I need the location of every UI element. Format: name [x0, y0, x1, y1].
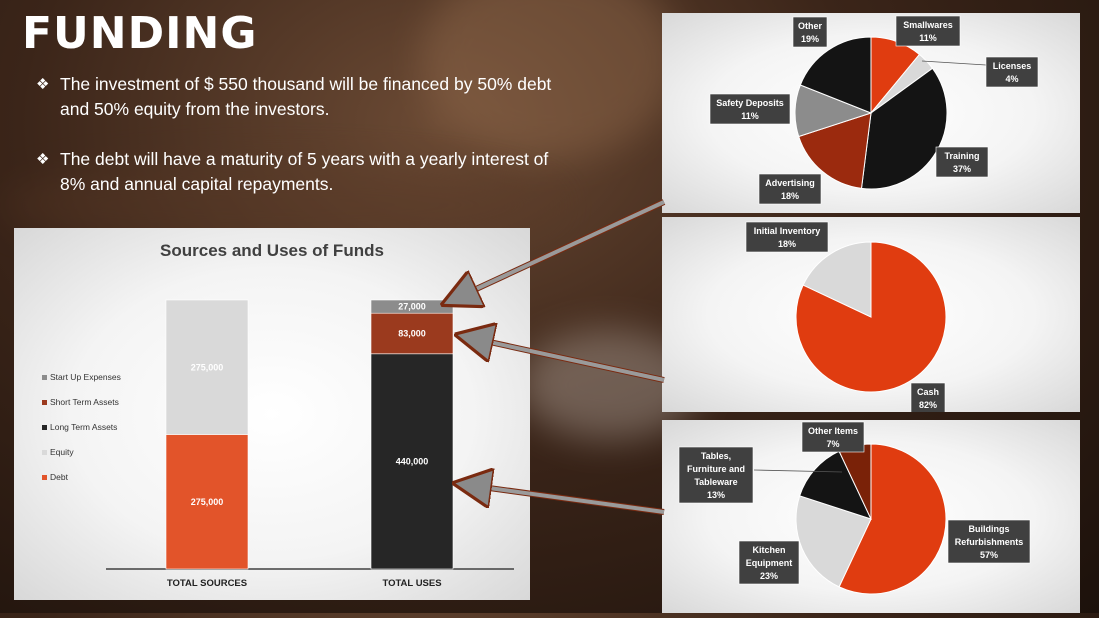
- short-term-assets-pie-panel: Cash 82% Initial Inventory 18%: [662, 217, 1080, 414]
- slide-title: FUNDING: [22, 8, 258, 59]
- pie-percent-kitchen-equipment: 23%: [760, 571, 778, 581]
- pie-label-initial-inventory: Initial Inventory: [754, 226, 821, 236]
- startup-expenses-pie: Smallwares 11% Licenses 4% Training 37% Advert…: [709, 15, 1039, 205]
- legend-swatch-start-up-expenses: [42, 375, 47, 380]
- data-label-start-up-expenses: 27,000: [398, 302, 426, 312]
- data-label-equity: 275,000: [191, 362, 224, 372]
- pie-percent-smallwares: 11%: [919, 33, 937, 43]
- data-callout-box: [709, 93, 791, 125]
- pie-label-other-items: Other Items: [808, 426, 858, 436]
- data-label-short-term-assets: 83,000: [398, 329, 426, 339]
- pie-percent-training: 37%: [953, 164, 971, 174]
- pie-label-tables-furniture-and-tableware: Tables,: [701, 451, 731, 461]
- legend-label-equity: Equity: [50, 447, 74, 457]
- long-term-assets-pie: Buildings Refurbishments 57% Kitchen Equipme…: [678, 421, 1031, 595]
- chart-title: Sources and Uses of Funds: [160, 241, 384, 260]
- bar-equity: [165, 299, 249, 435]
- pie-label-buildings-refurbishments: Refurbishments: [955, 537, 1024, 547]
- data-label-long-term-assets: 440,000: [396, 456, 429, 466]
- bullet-text: The investment of $ 550 thousand will be…: [60, 74, 552, 119]
- pie-percent-cash: 82%: [919, 400, 937, 410]
- legend-label-debt: Debt: [50, 472, 69, 482]
- data-callout-box: [947, 519, 1031, 564]
- data-callout-box: [910, 382, 946, 414]
- pie-percent-initial-inventory: 18%: [778, 239, 796, 249]
- pie-label-safety-deposits: Safety Deposits: [716, 98, 784, 108]
- diamond-bullet-icon: ❖: [36, 76, 50, 93]
- pie-label-advertising: Advertising: [765, 178, 815, 188]
- legend-swatch-short-term-assets: [42, 400, 47, 405]
- bar-short-term-assets: [370, 312, 454, 355]
- pie-percent-safety-deposits: 11%: [741, 111, 759, 121]
- pie-slice-advertising: [798, 112, 872, 189]
- startup-expenses-pie-panel: Smallwares 11% Licenses 4% Training 37% Advert…: [662, 13, 1080, 213]
- data-callout-box: [738, 540, 800, 585]
- pie-label-cash: Cash: [917, 387, 939, 397]
- pie-label-tables-furniture-and-tableware: Tableware: [694, 477, 737, 487]
- sources-uses-chart: Sources and Uses of Funds 275,000 275,000 T…: [42, 241, 514, 589]
- bullet-debt-terms: ❖ The debt will have a maturity of 5 yea…: [36, 147, 576, 197]
- pie-percent-other: 19%: [801, 34, 819, 44]
- pie-label-buildings-refurbishments: Buildings: [969, 524, 1010, 534]
- data-callout-box: [935, 146, 989, 178]
- data-callout-box: [895, 15, 961, 47]
- legend-label-short-term-assets: Short Term Assets: [50, 397, 119, 407]
- pie-percent-other-items: 7%: [826, 439, 839, 449]
- pie-label-kitchen-equipment: Kitchen: [752, 545, 785, 555]
- pie-label-kitchen-equipment: Equipment: [746, 558, 793, 568]
- data-callout-box: [745, 221, 829, 253]
- category-label: TOTAL USES: [382, 578, 441, 589]
- pie-slice-initial-inventory: [802, 241, 872, 318]
- bar-long-term-assets: [370, 353, 454, 570]
- legend-swatch-equity: [42, 450, 47, 455]
- bullet-financing: ❖ The investment of $ 550 thousand will …: [36, 72, 576, 122]
- background-glow: [420, 0, 680, 160]
- leader-line: [753, 469, 843, 473]
- legend-swatch-debt: [42, 475, 47, 480]
- short-term-assets-pie: Cash 82% Initial Inventory 18%: [745, 221, 947, 414]
- legend-label-long-term-assets: Long Term Assets: [50, 422, 117, 432]
- pie-percent-advertising: 18%: [781, 191, 799, 201]
- leader-line: [921, 60, 987, 66]
- data-callout-box: [758, 173, 822, 205]
- data-callout-box: [801, 421, 865, 453]
- bar-debt: [165, 434, 249, 570]
- data-callout-box: [678, 446, 754, 504]
- pie-slice-buildings-refurbishments: [838, 443, 947, 595]
- pie-label-other: Other: [798, 21, 823, 31]
- pie-label-licenses: Licenses: [993, 61, 1032, 71]
- data-label-debt: 275,000: [191, 497, 224, 507]
- category-label: TOTAL SOURCES: [167, 578, 247, 589]
- legend-swatch-long-term-assets: [42, 425, 47, 430]
- pie-label-smallwares: Smallwares: [903, 20, 953, 30]
- pie-percent-tables-furniture-and-tableware: 13%: [707, 490, 725, 500]
- bullet-text: The debt will have a maturity of 5 years…: [60, 149, 549, 194]
- pie-percent-buildings-refurbishments: 57%: [980, 550, 998, 560]
- legend-label-start-up-expenses: Start Up Expenses: [50, 372, 121, 382]
- long-term-assets-pie-panel: Buildings Refurbishments 57% Kitchen Equipme…: [662, 420, 1080, 613]
- pie-label-training: Training: [944, 151, 979, 161]
- data-callout-box: [985, 56, 1039, 88]
- pie-slice-kitchen-equipment: [795, 495, 872, 588]
- pie-percent-licenses: 4%: [1005, 74, 1018, 84]
- data-callout-box: [792, 16, 828, 48]
- pie-slice-other: [799, 36, 872, 114]
- pie-label-tables-furniture-and-tableware: Furniture and: [687, 464, 745, 474]
- diamond-bullet-icon: ❖: [36, 151, 50, 168]
